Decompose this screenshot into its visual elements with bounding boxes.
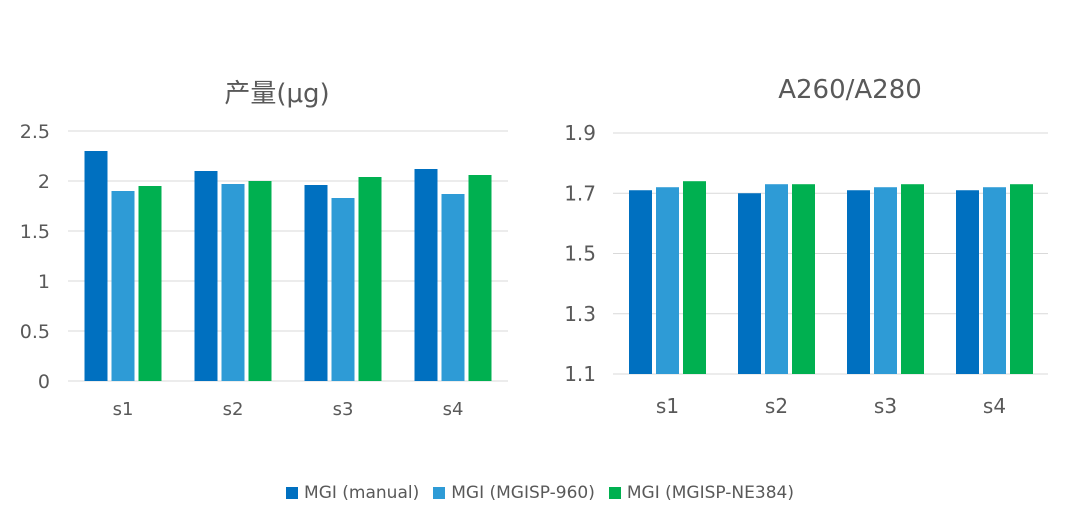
bar-s3-series-1 [847,190,870,374]
y-tick-label: 1.5 [564,242,596,266]
bar-s4-series-1 [414,169,438,381]
y-tick-label: 1.3 [564,302,596,326]
x-category-label: s4 [443,399,464,420]
legend-label-mgisp-ne384: MGI (MGISP-NE384) [626,483,794,503]
y-tick-label: 2 [38,171,50,193]
bar-s2-series-3 [792,184,815,374]
x-category-label: s4 [983,394,1006,418]
bar-s1-series-1 [629,190,652,374]
legend-label-mgisp-960: MGI (MGISP-960) [451,483,595,503]
legend-swatch-manual [286,487,299,499]
y-tick-label: 1 [38,271,50,293]
x-category-label: s1 [113,399,134,420]
bar-s4-series-2 [983,187,1006,374]
ratio-chart: A260/A280 1.9 1.7 1.5 1.3 1.1 s1 s2 s3 s4 [564,75,1048,418]
bar-s1-series-1 [84,151,108,381]
bar-s2-series-1 [738,193,761,374]
x-category-label: s3 [874,394,897,418]
bar-s3-series-1 [304,185,328,381]
bar-s3-series-3 [358,177,382,381]
legend-swatch-mgisp-ne384 [608,487,621,499]
x-category-label: s1 [656,394,679,418]
bar-s2-series-2 [765,184,788,374]
y-tick-label: 1.9 [564,121,596,145]
y-tick-label: 2.5 [20,121,50,143]
legend-item-mgisp-ne384: MGI (MGISP-NE384) [608,483,794,503]
bar-s4-series-3 [468,175,492,381]
y-tick-label: 1.1 [564,362,596,386]
legend-item-mgisp-960: MGI (MGISP-960) [433,483,595,503]
x-category-label: s2 [765,394,788,418]
bar-s4-series-3 [1010,184,1033,374]
yield-chart: 产量(μg) 2.5 2 1.5 1 0.5 0 s1 s2 s3 s4 [20,79,508,420]
bar-s1-series-3 [138,186,162,381]
bar-s1-series-2 [111,191,135,381]
chart-title: A260/A280 [778,75,922,105]
legend-swatch-mgisp-960 [433,487,446,499]
legend-label-manual: MGI (manual) [304,483,420,503]
y-tick-label: 1.5 [20,221,50,243]
y-tick-label: 1.7 [564,181,596,205]
bar-s4-series-1 [956,190,979,374]
legend-item-manual: MGI (manual) [286,483,419,503]
legend: MGI (manual) MGI (MGISP-960) MGI (MGISP-… [0,476,1080,510]
bar-s1-series-3 [683,181,706,374]
y-tick-label: 0 [38,371,50,393]
bar-s3-series-2 [331,198,355,381]
bar-s4-series-2 [441,194,465,381]
bar-s3-series-2 [874,187,897,374]
x-category-label: s3 [333,399,354,420]
bar-s3-series-3 [901,184,924,374]
bar-s2-series-1 [194,171,218,381]
y-tick-label: 0.5 [20,321,50,343]
chart-title: 产量(μg) [224,79,329,109]
bar-s2-series-3 [248,181,272,381]
bar-s2-series-2 [221,184,245,381]
x-category-label: s2 [223,399,244,420]
bar-s1-series-2 [656,187,679,374]
